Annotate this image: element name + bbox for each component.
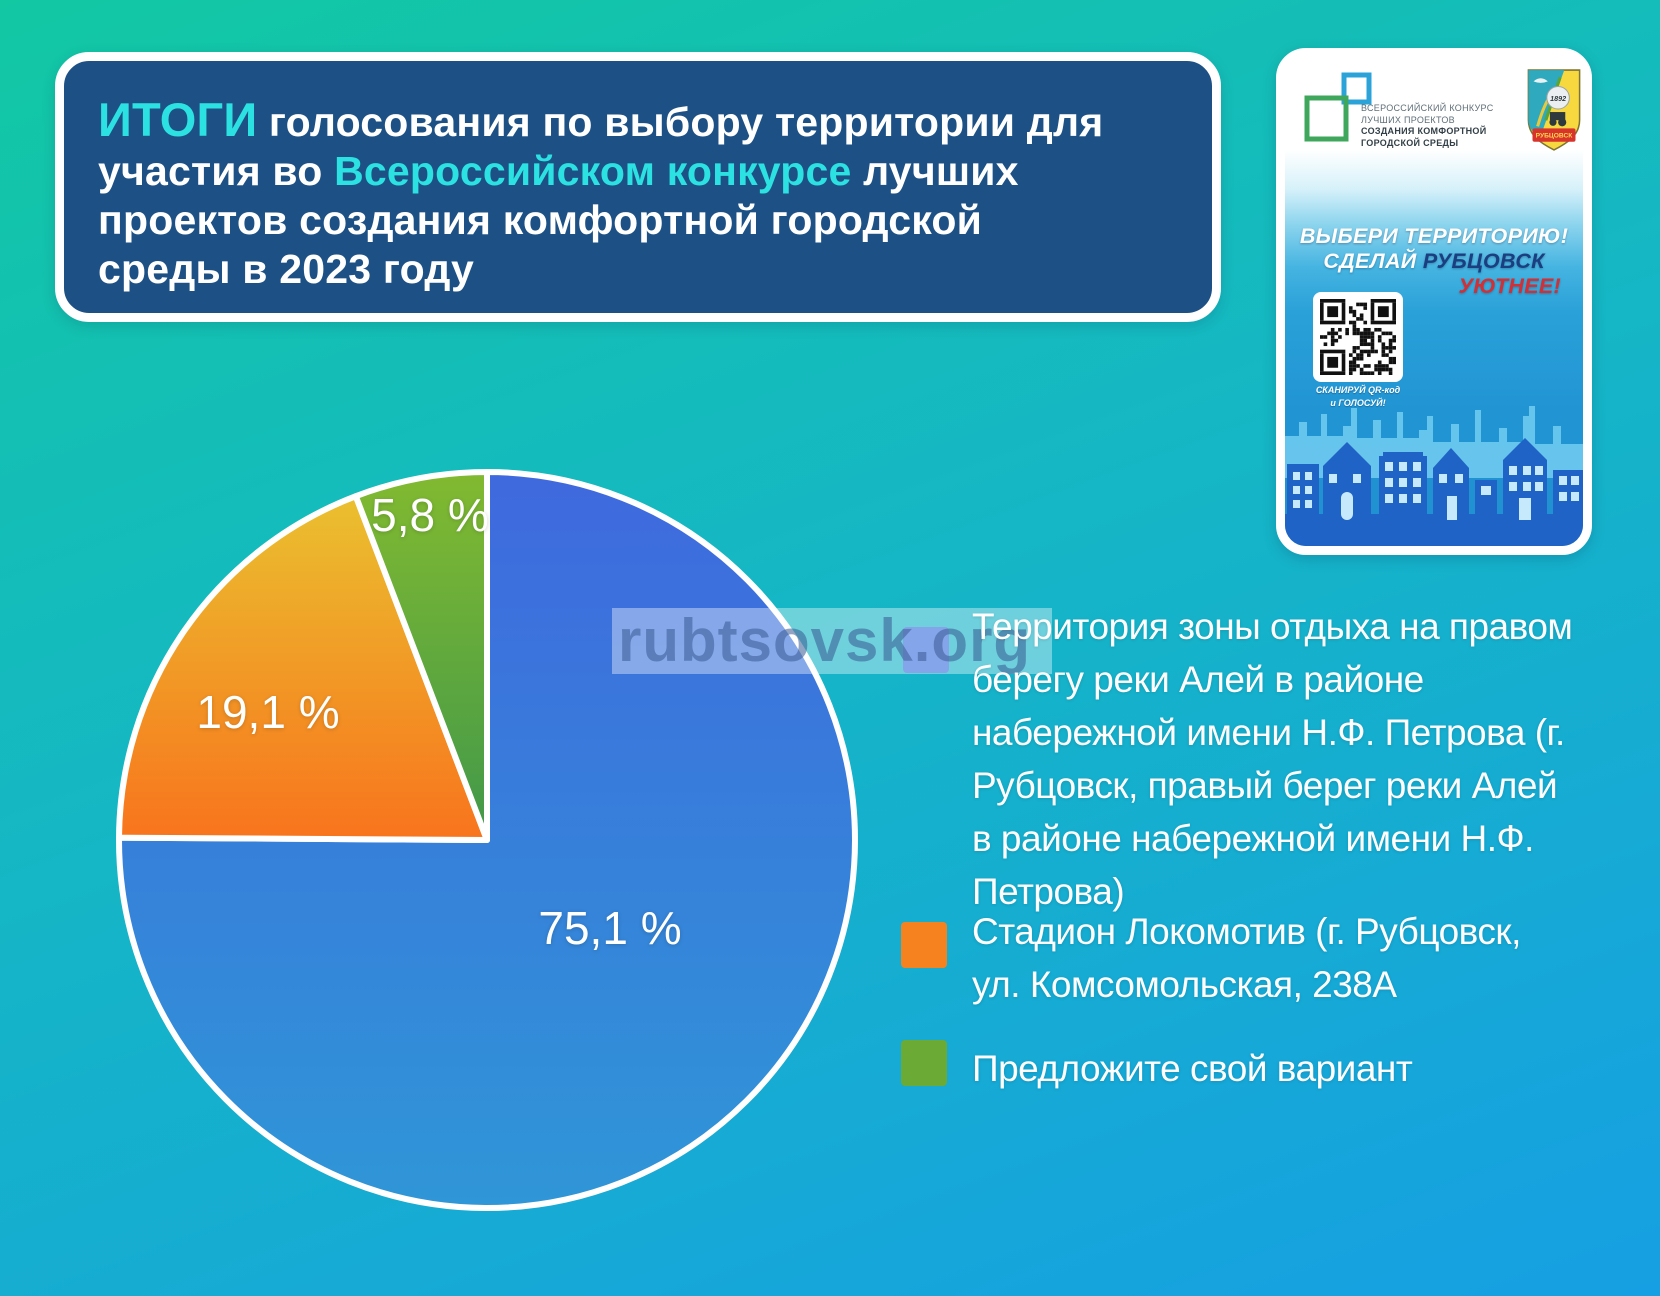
title-line-2-pre: участия во [98,148,335,194]
pie-slice-0 [115,469,858,1211]
pie-slice-1 [116,493,490,843]
legend-swatch-blue [903,627,949,673]
title-line-3: проектов создания комфортной городской [98,197,983,243]
headline-line-2-navy: РУБЦОВСК [1422,249,1545,273]
pie-label-orange: 19,1 % [196,686,340,738]
logo-text-line-1: ВСЕРОССИЙСКИЙ КОНКУРС [1361,103,1494,113]
title-line-2: участия во Всероссийском конкурсе лучших [98,147,1192,196]
pie-label-green: 5,8 % [371,489,489,541]
poster-card: ВСЕРОССИЙСКИЙ КОНКУРС ЛУЧШИХ ПРОЕКТОВ СО… [1276,48,1592,555]
watermark: rubtsovsk.org [612,608,1052,674]
title-line-1-rest: голосования по выбору территории для [257,99,1104,145]
arms-year: 1892 [1550,95,1566,103]
logo-text-line-3: СОЗДАНИЯ КОМФОРТНОЙ [1361,126,1487,136]
headline-line-2: СДЕЛАЙ РУБЦОВСК [1285,249,1583,274]
headline-line-1: ВЫБЕРИ ТЕРРИТОРИЮ! [1299,224,1569,248]
legend-swatch-green [901,1040,947,1086]
legend-swatch-orange [901,922,947,968]
title-line-1: ИТОГИ голосования по выбору территории д… [98,95,1192,147]
contest-logo-icon [1304,72,1372,142]
headline-line-3: УЮТНЕЕ! [1458,274,1561,298]
cityscape-illustration [1285,406,1583,546]
pie-slice-2 [352,469,490,843]
contest-logo-text: ВСЕРОССИЙСКИЙ КОНКУРС ЛУЧШИХ ПРОЕКТОВ СО… [1361,103,1494,149]
title-accent-contest: Всероссийском конкурсе [334,148,852,194]
legend-item-stadium: Стадион Локомотив (г. Рубцовск, ул. Комс… [972,911,1521,1005]
qr-code-pattern [1320,299,1396,375]
headline-line-2-white: СДЕЛАЙ [1323,249,1423,273]
title-accent-results: ИТОГИ [98,93,258,146]
legend-item-territory: Территория зоны отдыха на правом берегу … [972,606,1573,912]
qr-caption: СКАНИРУЙ QR-код и ГОЛОСУЙ! [1315,385,1401,408]
logo-text-line-2: ЛУЧШИХ ПРОЕКТОВ [1361,114,1455,125]
arms-city: РУБЦОВСК [1536,133,1574,140]
pie-label-blue: 75,1 % [538,902,682,954]
rubtsovsk-coat-of-arms-icon: 1892 РУБЦОВСК [1527,69,1581,151]
logo-text-line-4: ГОРОДСКОЙ СРЕДЫ [1361,137,1459,148]
poster-headline: ВЫБЕРИ ТЕРРИТОРИЮ! СДЕЛАЙ РУБЦОВСК УЮТНЕ… [1285,224,1583,299]
qr-code [1313,292,1403,382]
title-line-4: среды в 2023 году [98,246,475,292]
title-card: ИТОГИ голосования по выбору территории д… [55,52,1221,322]
legend-item-own-option: Предложите свой вариант [972,1048,1413,1089]
title-line-2-post: лучших [851,148,1019,194]
